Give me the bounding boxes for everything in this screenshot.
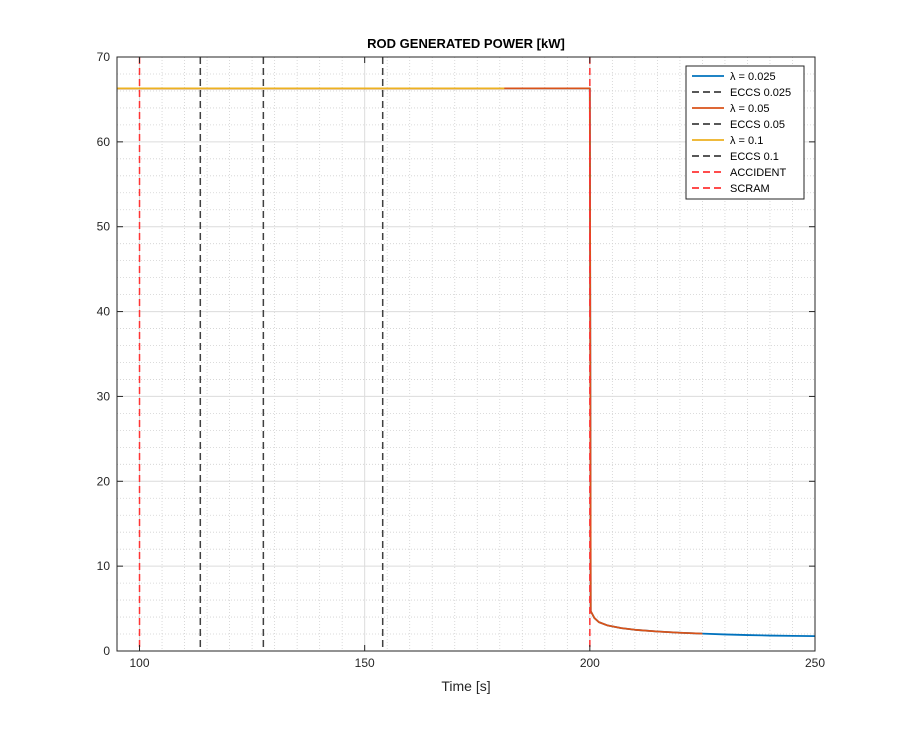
y-tick-label: 20 bbox=[97, 474, 111, 488]
legend-entry: ECCS 0.1 bbox=[730, 151, 779, 163]
x-tick-label: 150 bbox=[355, 656, 375, 670]
y-tick-label: 70 bbox=[97, 50, 111, 64]
legend: λ = 0.025 ECCS 0.025 λ = 0.05 ECCS 0.05 λ = … bbox=[685, 65, 805, 200]
y-tick-label: 10 bbox=[97, 559, 111, 573]
legend-entry: SCRAM bbox=[730, 183, 770, 195]
x-axis-label: Time [s] bbox=[441, 678, 490, 694]
axes-box bbox=[116, 56, 816, 652]
legend-entry: λ = 0.05 bbox=[730, 103, 769, 115]
legend-entry: λ = 0.025 bbox=[730, 71, 776, 83]
legend-entry: λ = 0.1 bbox=[730, 135, 763, 147]
y-tick-label: 60 bbox=[97, 135, 111, 149]
legend-entry: ACCIDENT bbox=[730, 167, 787, 179]
y-tick-label: 30 bbox=[97, 389, 111, 403]
plot-series bbox=[117, 57, 816, 651]
chart-title: ROD GENERATED POWER [kW] bbox=[367, 36, 565, 51]
ticks: 100 150 200 250 0 10 20 30 40 50 60 70 bbox=[97, 50, 826, 670]
legend-box bbox=[685, 65, 805, 200]
legend-entry: ECCS 0.025 bbox=[730, 87, 791, 99]
y-tick-label: 0 bbox=[103, 644, 110, 658]
x-tick-label: 200 bbox=[580, 656, 600, 670]
y-tick-label: 50 bbox=[97, 220, 111, 234]
y-tick-label: 40 bbox=[97, 305, 111, 319]
x-tick-label: 100 bbox=[130, 656, 150, 670]
x-tick-label: 250 bbox=[805, 656, 825, 670]
legend-entry: ECCS 0.05 bbox=[730, 119, 785, 131]
